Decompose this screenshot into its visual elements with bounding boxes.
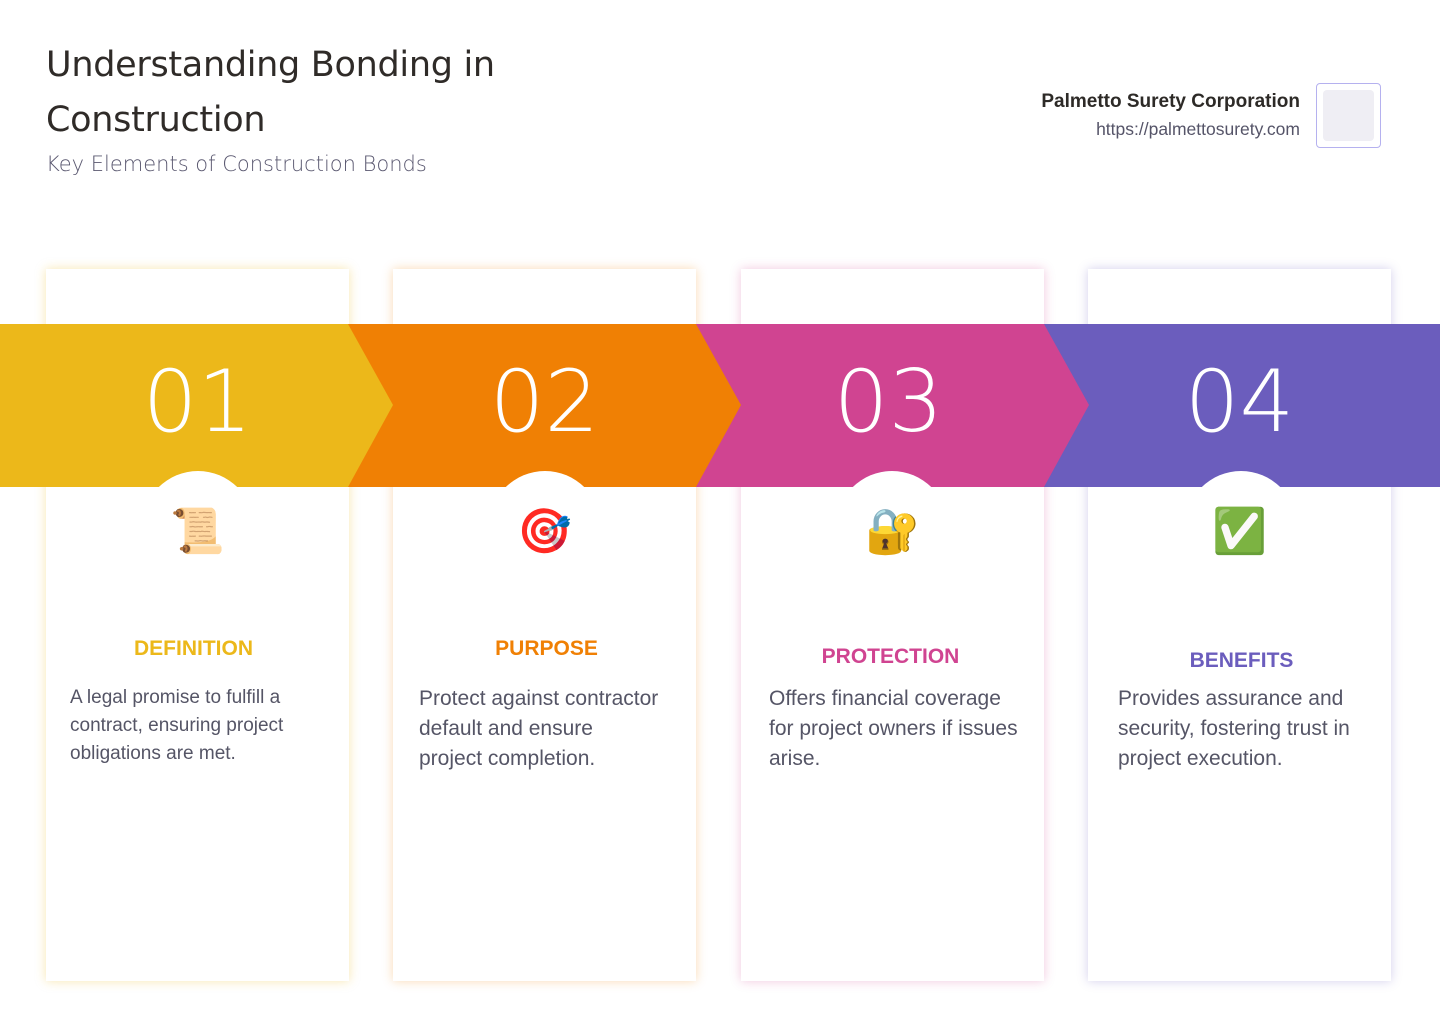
brand-info: Palmetto Surety Corporation https://palm… bbox=[1041, 91, 1300, 140]
step-number-3: 03 bbox=[833, 352, 944, 452]
step-text-1: A legal promise to fulfill a contract, e… bbox=[70, 687, 284, 764]
icon-circle-3 bbox=[836, 471, 948, 583]
target-dart-icon: 🎯 bbox=[517, 507, 572, 556]
page-subtitle: Key Elements of Construction Bonds bbox=[46, 152, 427, 176]
icon-circle-1 bbox=[142, 471, 254, 583]
step-number-1: 01 bbox=[142, 352, 253, 452]
chevron-1 bbox=[0, 324, 393, 487]
step-title-1: DEFINITION bbox=[134, 637, 253, 660]
chevron-3 bbox=[696, 324, 1089, 487]
step-number-4: 04 bbox=[1184, 352, 1295, 452]
brand-logo bbox=[1316, 83, 1381, 148]
step-text-2: Protect against contractor default and e… bbox=[419, 687, 659, 770]
lock-key-icon: 🔐 bbox=[865, 507, 920, 556]
step-title-2: PURPOSE bbox=[495, 637, 598, 660]
chevron-4 bbox=[1044, 324, 1440, 487]
icon-circle-4 bbox=[1185, 471, 1297, 583]
brand-url[interactable]: https://palmettosurety.com bbox=[1096, 119, 1300, 139]
step-number-2: 02 bbox=[489, 352, 600, 452]
check-mark-icon: ✅ bbox=[1212, 507, 1267, 556]
scroll-icon: 📜 bbox=[170, 507, 225, 556]
brand-name: Palmetto Surety Corporation bbox=[1041, 91, 1300, 112]
step-text-3: Offers financial coverage for project ow… bbox=[769, 687, 1018, 770]
page-title: Understanding Bonding in Construction bbox=[46, 45, 495, 140]
step-text-4: Provides assurance and security, fosteri… bbox=[1118, 687, 1350, 770]
icon-circle-2 bbox=[489, 471, 601, 583]
chevron-band bbox=[0, 324, 1440, 487]
chevron-2 bbox=[348, 324, 741, 487]
step-title-4: BENEFITS bbox=[1189, 649, 1294, 672]
step-title-3: PROTECTION bbox=[821, 645, 960, 668]
